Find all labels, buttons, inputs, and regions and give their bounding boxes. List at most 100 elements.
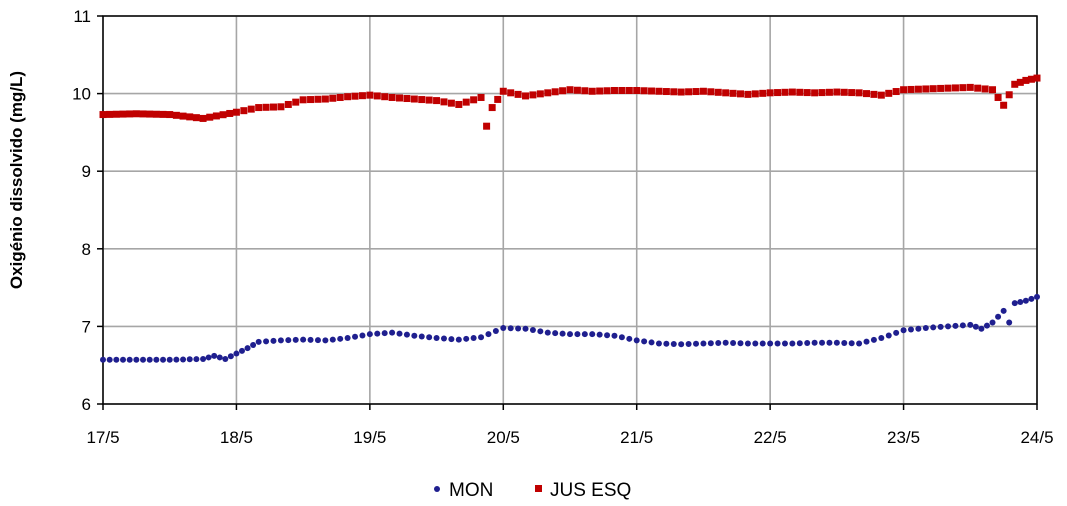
data-point: [132, 110, 140, 118]
data-point: [736, 90, 744, 98]
data-point: [892, 88, 900, 96]
data-point: [907, 85, 915, 93]
data-point: [878, 335, 885, 342]
data-point: [995, 313, 1002, 320]
data-point: [166, 111, 174, 119]
x-tick-label: 19/5: [353, 428, 386, 447]
data-point: [937, 323, 944, 330]
data-point: [751, 90, 759, 98]
data-point: [774, 89, 782, 97]
data-point: [974, 84, 982, 92]
data-point: [1033, 74, 1041, 82]
data-point: [781, 88, 789, 96]
data-point: [352, 333, 359, 340]
data-point: [767, 340, 774, 347]
data-point: [788, 88, 796, 96]
data-point: [186, 113, 194, 121]
data-point: [729, 89, 737, 97]
data-point: [640, 87, 648, 95]
y-tick-label: 9: [82, 162, 91, 181]
x-tick-label: 21/5: [620, 428, 653, 447]
data-point: [233, 350, 240, 357]
series-mon: [100, 293, 1040, 363]
data-point: [544, 329, 551, 336]
data-point: [425, 96, 433, 104]
data-point: [589, 331, 596, 338]
data-point: [120, 356, 127, 363]
data-point: [699, 87, 707, 95]
data-point: [929, 85, 937, 93]
data-point: [499, 87, 507, 95]
data-point: [351, 92, 359, 100]
data-point: [1034, 293, 1040, 300]
data-point: [1011, 80, 1019, 88]
data-point: [500, 324, 507, 331]
data-point: [981, 85, 989, 93]
data-point: [470, 335, 477, 342]
data-point: [463, 335, 470, 342]
data-point: [1016, 78, 1024, 86]
data-point: [678, 341, 685, 348]
data-point: [515, 325, 522, 332]
data-point: [410, 95, 418, 103]
data-point: [715, 339, 722, 346]
data-point: [537, 328, 544, 335]
data-point: [907, 326, 914, 333]
data-point: [1000, 101, 1008, 109]
data-point: [418, 96, 426, 104]
data-point: [152, 110, 160, 118]
data-point: [1000, 307, 1007, 314]
y-tick-label: 10: [72, 85, 91, 104]
data-point: [440, 335, 447, 342]
data-point: [648, 339, 655, 346]
data-point: [959, 322, 966, 329]
data-point: [462, 98, 470, 106]
data-point: [937, 84, 945, 92]
data-point: [707, 340, 714, 347]
data-point: [455, 336, 462, 343]
data-point: [626, 335, 633, 342]
data-point: [232, 108, 240, 116]
data-point: [292, 336, 299, 343]
x-tick-label: 23/5: [887, 428, 920, 447]
data-point: [581, 87, 589, 95]
data-point: [730, 339, 737, 346]
data-point: [885, 332, 892, 339]
data-point: [358, 92, 366, 100]
legend: MON JUS ESQ: [434, 480, 631, 501]
data-point: [796, 88, 804, 96]
data-point: [744, 90, 752, 98]
data-point: [811, 89, 819, 97]
data-point: [227, 353, 234, 360]
data-point: [573, 86, 581, 94]
data-point: [250, 342, 257, 349]
data-point: [855, 89, 863, 97]
data-point: [359, 332, 366, 339]
data-point: [1011, 300, 1018, 307]
data-point: [544, 89, 552, 97]
data-point: [240, 107, 248, 115]
data-point: [972, 323, 979, 330]
legend-label-mon: MON: [449, 480, 493, 501]
data-point: [337, 335, 344, 342]
data-point: [448, 336, 455, 343]
data-point: [199, 114, 207, 122]
legend-marker-mon: [434, 486, 440, 492]
y-tick-label: 7: [82, 317, 91, 336]
data-point: [559, 330, 566, 337]
data-point: [126, 356, 133, 363]
data-point: [789, 340, 796, 347]
data-point: [388, 93, 396, 101]
data-point: [226, 109, 234, 117]
data-point: [914, 85, 922, 93]
data-point: [396, 94, 404, 102]
data-point: [270, 337, 277, 344]
data-point: [285, 337, 292, 344]
data-point: [322, 337, 329, 344]
data-point: [200, 355, 207, 362]
data-point: [551, 88, 559, 96]
data-point: [983, 322, 990, 329]
data-point: [485, 331, 492, 338]
data-point: [1022, 297, 1029, 304]
data-point: [989, 86, 997, 94]
